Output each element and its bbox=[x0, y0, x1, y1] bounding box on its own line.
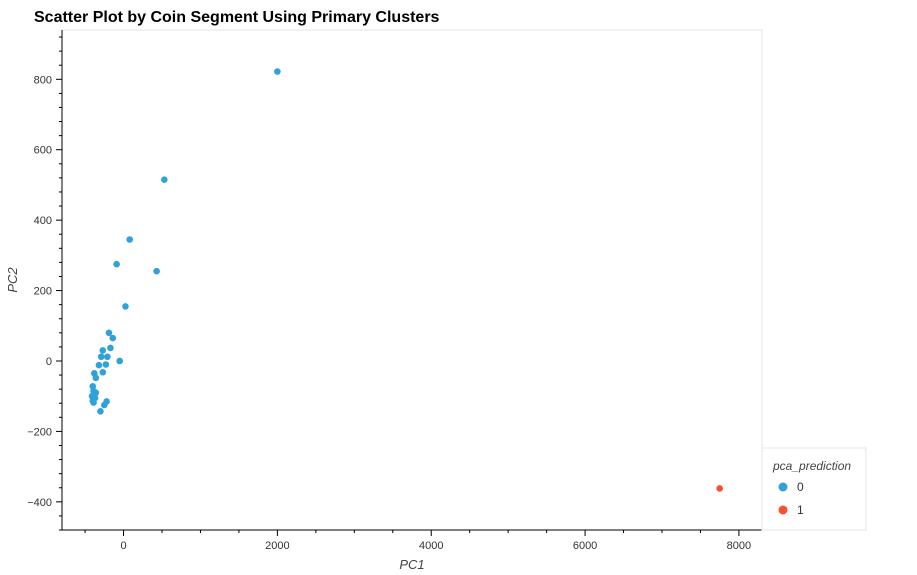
x-tick-label: 2000 bbox=[265, 540, 289, 552]
plot-background bbox=[61, 29, 763, 531]
data-point-cluster-0[interactable] bbox=[105, 329, 113, 337]
x-tick-label: 4000 bbox=[419, 540, 443, 552]
y-tick-label: −400 bbox=[27, 497, 52, 509]
data-point-cluster-0[interactable] bbox=[122, 303, 129, 310]
data-point-cluster-0[interactable] bbox=[113, 260, 120, 268]
data-points bbox=[88, 68, 723, 492]
data-point-cluster-0[interactable] bbox=[102, 361, 110, 368]
data-point-cluster-0[interactable] bbox=[161, 176, 168, 183]
y-tick-label: −200 bbox=[27, 426, 52, 438]
legend: pca_prediction 01 bbox=[761, 447, 867, 531]
y-tick-label: 0 bbox=[46, 356, 52, 368]
y-axis-ticks: −400 −200 0 200 400 600 800 bbox=[27, 36, 62, 531]
data-point-cluster-0[interactable] bbox=[116, 357, 123, 365]
data-point-cluster-0[interactable] bbox=[97, 408, 104, 415]
data-point-cluster-0[interactable] bbox=[101, 401, 108, 409]
data-point-cluster-0[interactable] bbox=[153, 267, 160, 275]
data-point-cluster-0[interactable] bbox=[99, 368, 107, 376]
data-point-cluster-1[interactable] bbox=[716, 485, 723, 492]
legend-items: 01 bbox=[778, 480, 804, 517]
data-point-cluster-0[interactable] bbox=[109, 334, 117, 342]
x-tick-label: 6000 bbox=[573, 540, 597, 552]
data-point-cluster-0[interactable] bbox=[95, 361, 103, 369]
x-tick-label: 0 bbox=[120, 540, 126, 552]
data-point-cluster-0[interactable] bbox=[104, 353, 111, 361]
y-tick-label: 400 bbox=[34, 215, 52, 227]
data-point-cluster-0[interactable] bbox=[99, 347, 107, 354]
data-point-cluster-0[interactable] bbox=[107, 344, 114, 352]
x-tick-label: 8000 bbox=[727, 540, 751, 552]
x-axis-label: PC1 bbox=[399, 557, 424, 572]
legend-marker bbox=[778, 482, 788, 492]
data-point-cluster-0[interactable] bbox=[90, 399, 97, 406]
y-tick-label: 200 bbox=[34, 286, 52, 298]
plot-frame bbox=[61, 29, 763, 531]
y-tick-label: 800 bbox=[34, 74, 52, 86]
legend-label: 1 bbox=[797, 503, 804, 517]
legend-title: pca_prediction bbox=[772, 459, 851, 473]
x-axis-ticks: 0 2000 4000 6000 8000 bbox=[84, 530, 751, 552]
y-axis-label: PC2 bbox=[5, 267, 20, 293]
data-point-cluster-0[interactable] bbox=[92, 374, 100, 382]
data-point-cluster-0[interactable] bbox=[97, 353, 105, 361]
legend-label: 0 bbox=[797, 480, 804, 494]
data-point-cluster-0[interactable] bbox=[274, 68, 281, 75]
legend-marker bbox=[778, 505, 788, 515]
y-tick-label: 600 bbox=[34, 145, 52, 157]
chart-title: Scatter Plot by Coin Segment Using Prima… bbox=[34, 9, 440, 26]
data-point-cluster-0[interactable] bbox=[126, 236, 133, 243]
